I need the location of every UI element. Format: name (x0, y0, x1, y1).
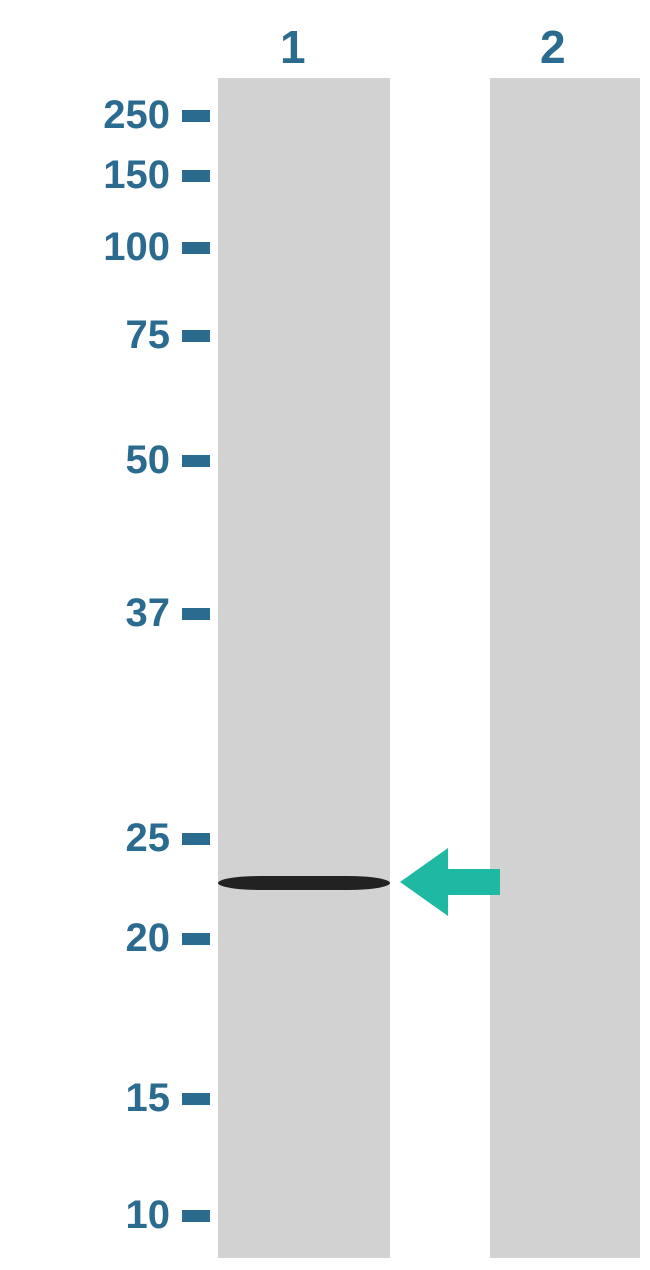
marker-tick-10 (182, 1210, 210, 1222)
marker-tick-37 (182, 608, 210, 620)
band-arrow-icon (400, 848, 500, 916)
marker-tick-250 (182, 110, 210, 122)
marker-label-100: 100 (103, 225, 170, 270)
marker-label-37: 37 (126, 591, 171, 636)
arrow-shaft (448, 869, 500, 895)
lane-1 (218, 78, 390, 1258)
blot-figure: 1 2 250 150 100 75 50 37 25 20 15 10 (0, 0, 650, 1270)
protein-band (218, 876, 390, 890)
marker-tick-75 (182, 330, 210, 342)
marker-tick-25 (182, 833, 210, 845)
marker-label-75: 75 (126, 313, 171, 358)
marker-tick-150 (182, 170, 210, 182)
marker-tick-100 (182, 242, 210, 254)
marker-label-50: 50 (126, 438, 171, 483)
marker-tick-15 (182, 1093, 210, 1105)
marker-label-15: 15 (126, 1076, 171, 1121)
marker-label-150: 150 (103, 153, 170, 198)
arrow-head (400, 848, 448, 916)
marker-label-10: 10 (126, 1193, 171, 1238)
marker-tick-50 (182, 455, 210, 467)
lane-2 (490, 78, 640, 1258)
marker-label-250: 250 (103, 93, 170, 138)
lane-2-header: 2 (540, 20, 566, 74)
lane-1-header: 1 (280, 20, 306, 74)
marker-label-20: 20 (126, 916, 171, 961)
marker-tick-20 (182, 933, 210, 945)
marker-label-25: 25 (126, 816, 171, 861)
